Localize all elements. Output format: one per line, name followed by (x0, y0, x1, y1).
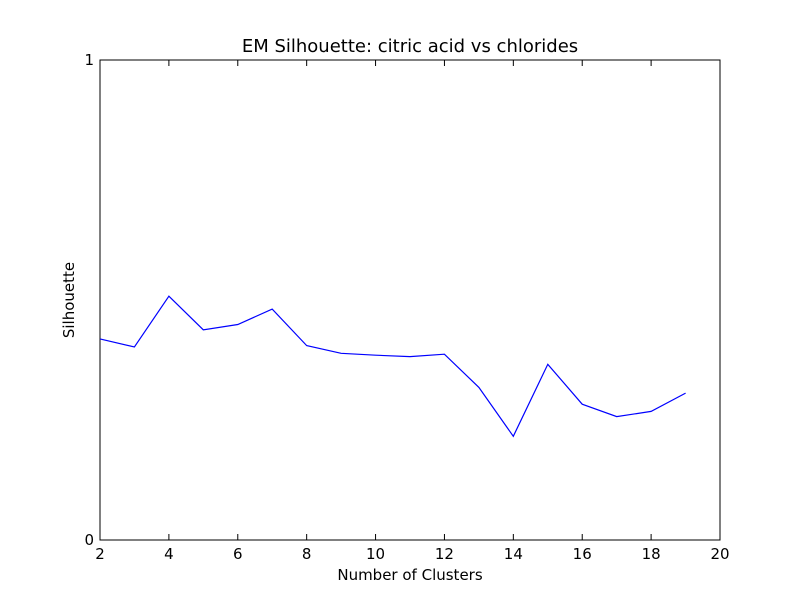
y-axis-label: Silhouette (60, 262, 78, 338)
x-tick-label: 14 (504, 545, 523, 563)
x-tick-label: 10 (366, 545, 385, 563)
x-axis-label: Number of Clusters (337, 566, 482, 584)
axes-frame (99, 59, 721, 541)
x-tick-label: 2 (95, 545, 105, 563)
y-axis: 01 (84, 51, 720, 549)
series-line (99, 295, 686, 438)
x-tick-label: 4 (164, 545, 174, 563)
x-tick-label: 18 (642, 545, 661, 563)
x-tick-label: 20 (710, 545, 729, 563)
x-axis: 2 4 6 8 10 12 14 16 18 20 (95, 60, 730, 563)
y-tick-label: 1 (84, 51, 94, 69)
plot-area: 2 4 6 8 10 12 14 16 18 20 01 (84, 51, 729, 563)
x-tick-label: 6 (233, 545, 243, 563)
chart-title: EM Silhouette: citric acid vs chlorides (242, 36, 578, 57)
series-layer (99, 295, 686, 438)
x-tick-label: 16 (573, 545, 592, 563)
x-tick-label: 12 (435, 545, 454, 563)
y-tick-label: 0 (84, 531, 94, 549)
x-tick-label: 8 (302, 545, 312, 563)
